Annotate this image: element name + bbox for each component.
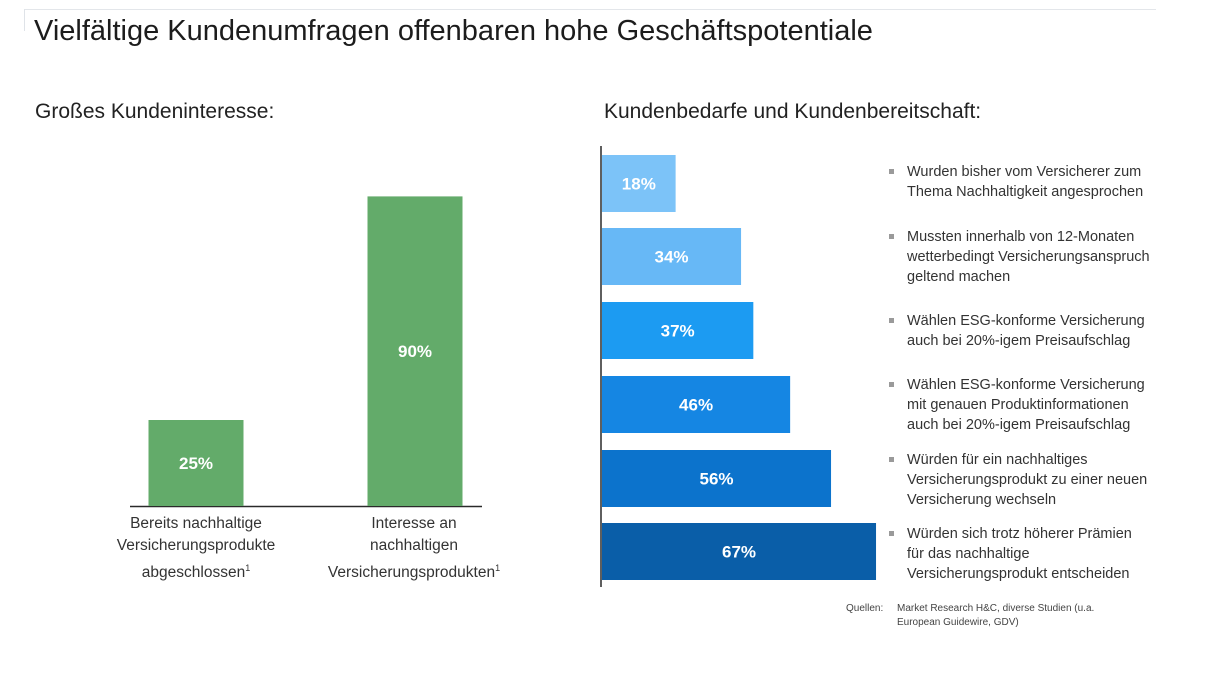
- bullet-icon: [889, 457, 894, 462]
- x-category-0-line-0: Bereits nachhaltige: [130, 515, 262, 532]
- hbar-label-5: 67%: [722, 543, 756, 562]
- x-category-1-line-0: Interesse an: [371, 515, 457, 532]
- top-tick: [24, 9, 25, 31]
- x-category-0-line-2: abgeschlossen: [141, 564, 246, 582]
- needs-description-text: Würden für ein nachhaltiges Versicherung…: [907, 452, 1148, 508]
- page-title: Vielfältige Kundenumfragen offenbaren ho…: [34, 15, 873, 47]
- bar-label-1: 90%: [398, 342, 432, 361]
- top-rule: [24, 9, 1156, 10]
- bar-0: [148, 420, 244, 506]
- hbar-1: [602, 228, 742, 285]
- bullet-icon: [889, 169, 894, 174]
- x-category-1-line-1: nachhaltigen: [370, 537, 458, 554]
- needs-description-3: Wählen ESG-konforme Versicherung mit gen…: [886, 375, 1206, 435]
- needs-description-1: Mussten innerhalb von 12-Monaten wetterb…: [886, 227, 1206, 287]
- hbar-label-1: 34%: [655, 248, 689, 267]
- right-subhead: Kundenbedarfe und Kundenbereitschaft:: [604, 100, 982, 123]
- hbar-5: [602, 523, 877, 580]
- bullet-icon: [889, 318, 894, 323]
- needs-description-4: Würden für ein nachhaltiges Versicherung…: [886, 450, 1206, 510]
- needs-description-2: Wählen ESG-konforme Versicherung auch be…: [886, 311, 1206, 351]
- x-category-1-line-2: Versicherungsprodukten: [327, 564, 496, 582]
- hbar-label-4: 56%: [700, 470, 734, 489]
- needs-description-0: Wurden bisher vom Versicherer zum Thema …: [886, 162, 1206, 202]
- needs-description-5: Würden sich trotz höherer Prämien für da…: [886, 524, 1206, 584]
- needs-description-text: Wählen ESG-konforme Versicherung auch be…: [907, 313, 1145, 349]
- x-category-1: Interesse an nachhaltigen Versicherungsp…: [314, 513, 514, 584]
- hbar-label-2: 37%: [661, 322, 695, 341]
- hbar-label-3: 46%: [679, 396, 713, 415]
- bullet-icon: [889, 531, 894, 536]
- left-subhead: Großes Kundeninteresse:: [35, 100, 275, 123]
- needs-description-text: Wurden bisher vom Versicherer zum Thema …: [907, 164, 1144, 200]
- x-category-0-line-1: Versicherungsprodukte: [116, 537, 276, 554]
- hbar-2: [602, 302, 754, 359]
- customer-interest-chart: 25% 90%: [130, 196, 482, 508]
- hbar-3: [602, 376, 791, 433]
- hbar-4: [602, 450, 832, 507]
- needs-description-text: Mussten innerhalb von 12-Monaten wetterb…: [907, 229, 1150, 285]
- source-text: Market Research H&C, diverse Studien (u.…: [897, 603, 1095, 628]
- bullet-icon: [889, 234, 894, 239]
- x-category-0: Bereits nachhaltige Versicherungsprodukt…: [106, 513, 286, 584]
- source-label: Quellen:: [846, 603, 884, 614]
- hbar-0: [602, 155, 676, 212]
- needs-description-text: Wählen ESG-konforme Versicherung mit gen…: [907, 377, 1145, 433]
- hbar-label-0: 18%: [622, 175, 656, 194]
- customer-needs-chart: 18% 34% 37% 46% 56% 67%: [600, 146, 877, 587]
- footnote-mark: 1: [245, 563, 251, 573]
- bullet-icon: [889, 382, 894, 387]
- bar-1: [367, 196, 463, 506]
- bar-label-0: 25%: [179, 454, 213, 473]
- needs-description-text: Würden sich trotz höherer Prämien für da…: [907, 526, 1132, 582]
- footnote-mark: 1: [495, 563, 501, 573]
